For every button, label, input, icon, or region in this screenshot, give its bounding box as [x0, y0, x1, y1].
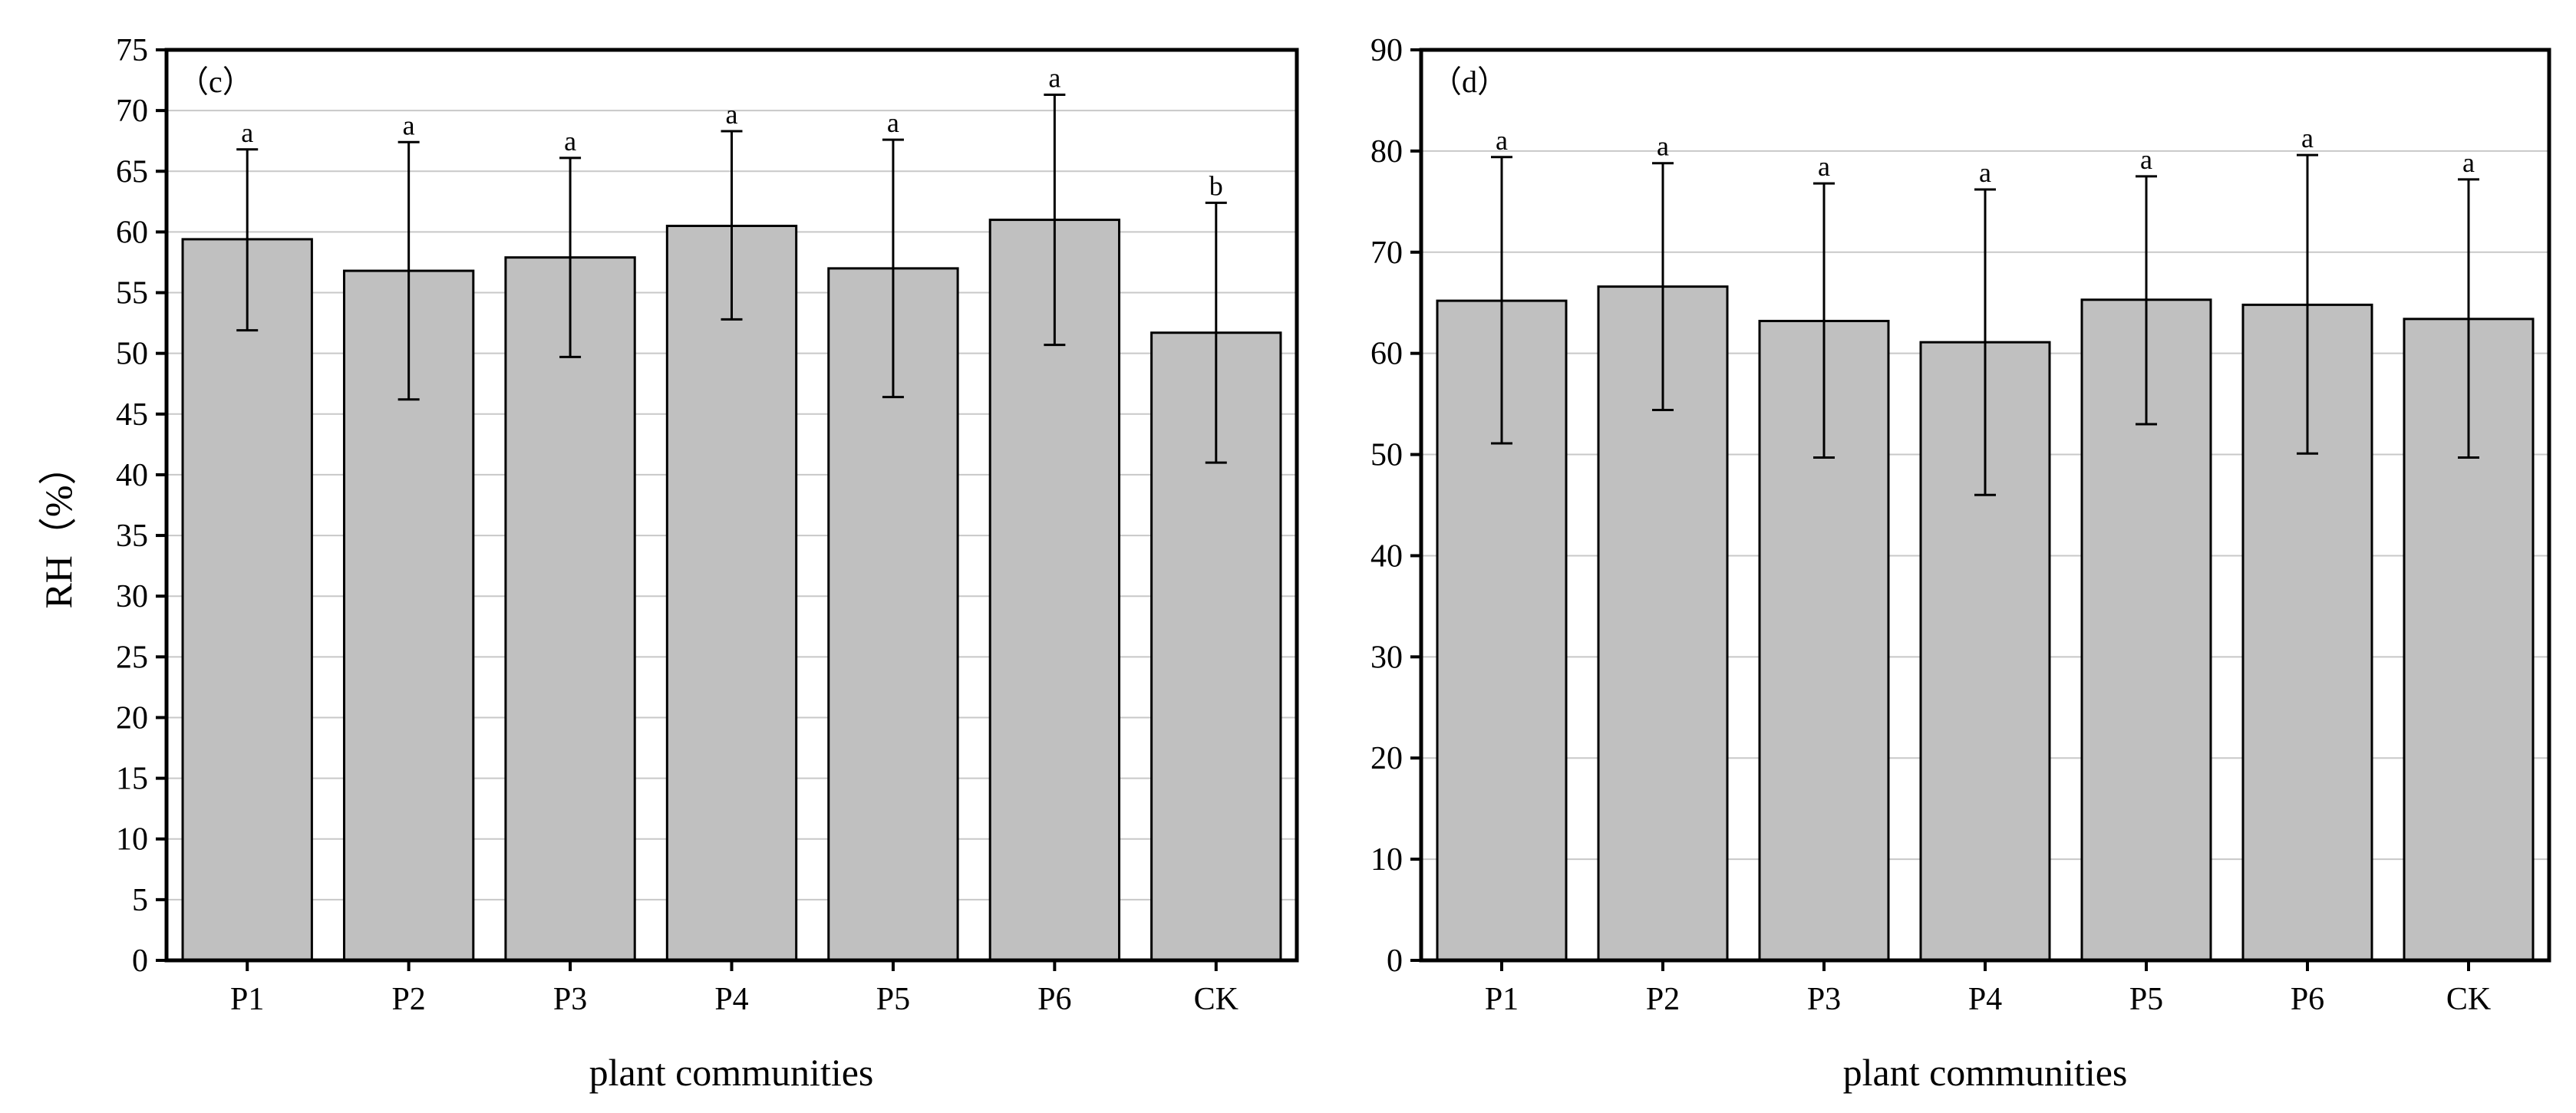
y-tick-label: 15	[116, 762, 148, 797]
x-tick-label: P1	[1485, 982, 1519, 1017]
chart-panel-c: a a a a a a b 0 5 10 15 20 25 30 35 40 45 50 55 60 65 70 75 P…	[37, 33, 1299, 1094]
y-tick-label: 70	[1370, 235, 1403, 271]
y-tick-label: 40	[116, 458, 148, 493]
y-tick-label: 20	[116, 700, 148, 736]
y-tick-label: 80	[1370, 134, 1403, 170]
significance-letter: a	[564, 126, 576, 156]
y-axis-ticks: 0 10 20 30 40 50 60 70 80 90	[1370, 33, 1421, 979]
x-axis-title: plant communities	[1843, 1051, 2128, 1094]
y-tick-label: 10	[116, 822, 148, 858]
y-tick-label: 30	[116, 579, 148, 614]
error-bar-p5	[2136, 175, 2157, 426]
significance-letter: a	[1657, 131, 1669, 162]
error-bar-p2	[1652, 162, 1674, 412]
bar-p1	[181, 238, 313, 962]
x-tick-label: P6	[1037, 982, 1071, 1017]
bar-p3	[504, 256, 636, 962]
y-tick-label: 30	[1370, 640, 1403, 675]
y-tick-label: 45	[116, 397, 148, 433]
error-bar-p6	[1044, 94, 1066, 347]
panel-label: （c）	[178, 64, 253, 99]
significance-letter: a	[1048, 63, 1060, 94]
y-tick-label: 75	[116, 33, 148, 68]
significance-letter: a	[887, 107, 899, 138]
x-tick-label: P2	[1646, 982, 1680, 1017]
significance-letter: a	[726, 99, 738, 130]
bar-p4	[665, 224, 798, 962]
y-tick-label: 0	[1387, 943, 1403, 979]
significance-letter: a	[1818, 151, 1830, 182]
error-bars	[1491, 153, 2479, 496]
y-tick-label: 10	[1370, 842, 1403, 878]
y-tick-label: 70	[116, 94, 148, 129]
significance-letter: a	[403, 110, 415, 140]
error-bar-p1	[236, 148, 259, 332]
y-tick-label: 55	[116, 276, 148, 311]
panel-label: （d）	[1431, 64, 1508, 99]
significance-letter: a	[241, 117, 253, 148]
error-bar-p3	[1813, 182, 1835, 459]
error-bars	[236, 94, 1227, 464]
y-axis-ticks: 0 5 10 15 20 25 30 35 40 45 50 55 60 65 70 75	[116, 33, 167, 979]
x-tick-label: P5	[2129, 982, 2163, 1017]
bar-series	[181, 219, 1282, 962]
y-tick-label: 40	[1370, 538, 1403, 574]
significance-letter: a	[2462, 147, 2475, 178]
x-tick-label: P2	[391, 982, 425, 1017]
significance-letters: a a a a a a b	[241, 63, 1223, 202]
y-tick-label: 60	[1370, 337, 1403, 372]
x-axis-ticks: P1 P2 P3 P4 P5 P6 CK	[1485, 960, 2491, 1017]
error-bar-p4	[1974, 188, 1996, 496]
error-bar-p4	[721, 130, 743, 321]
x-tick-label: P4	[1968, 982, 2002, 1017]
significance-letter: a	[1496, 125, 1508, 156]
x-tick-label: CK	[1194, 982, 1239, 1017]
x-tick-label: P1	[230, 982, 264, 1017]
x-tick-label: P3	[553, 982, 587, 1017]
x-tick-label: P4	[714, 982, 748, 1017]
error-bar-p6	[2297, 153, 2318, 455]
x-axis-ticks: P1 P2 P3 P4 P5 P6 CK	[230, 960, 1239, 1017]
significance-letters: a a a a a a a	[1496, 123, 2475, 188]
x-axis-title: plant communities	[589, 1051, 874, 1094]
y-tick-label: 35	[116, 519, 148, 554]
y-tick-label: 65	[116, 154, 148, 189]
y-tick-label: 5	[132, 883, 148, 918]
y-tick-label: 60	[116, 215, 148, 250]
x-tick-label: P6	[2291, 982, 2324, 1017]
chart-panel-d: a a a a a a a 0 10 20 30 40 50 60 70 80 90 P1 P2 P3 P4 P5 P6…	[1370, 33, 2551, 1094]
error-bar-p1	[1491, 156, 1512, 445]
y-axis-title: RH（%）	[37, 446, 80, 608]
x-tick-label: CK	[2446, 982, 2491, 1017]
significance-letter: a	[2301, 123, 2314, 153]
error-bar-ck	[1205, 201, 1227, 464]
significance-letter: a	[1979, 157, 1991, 188]
y-tick-label: 25	[116, 640, 148, 675]
significance-letter: a	[2140, 144, 2152, 175]
error-bar-ck	[2458, 178, 2479, 459]
significance-letter: b	[1209, 170, 1223, 201]
error-bar-p2	[397, 140, 420, 401]
error-bar-p5	[882, 138, 904, 399]
y-tick-label: 0	[132, 943, 148, 979]
y-tick-label: 90	[1370, 33, 1403, 68]
y-tick-label: 50	[1370, 438, 1403, 473]
x-tick-label: P5	[876, 982, 910, 1017]
y-tick-label: 50	[116, 337, 148, 372]
error-bar-p3	[559, 156, 582, 358]
x-tick-label: P3	[1807, 982, 1841, 1017]
y-tick-label: 20	[1370, 741, 1403, 776]
